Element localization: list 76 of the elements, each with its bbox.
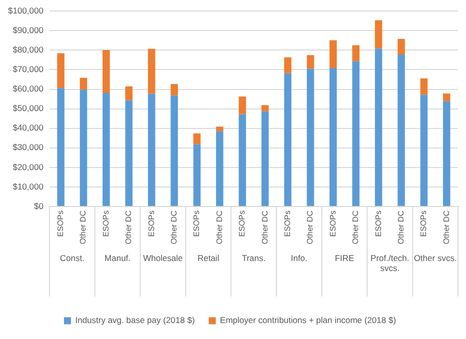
y-tick-label: $80,000 <box>12 44 44 55</box>
bar <box>330 40 337 68</box>
bar <box>443 101 450 206</box>
bar <box>80 78 88 90</box>
x-tick-label: ESOPs <box>101 210 110 237</box>
text: Const. <box>60 253 84 264</box>
bar <box>102 92 110 206</box>
x-tick-label: ESOPs <box>328 210 338 237</box>
y-tick-label: $10,000 <box>12 181 44 192</box>
x-tick-label: ESOPs <box>146 210 156 237</box>
bar <box>57 88 64 206</box>
bar <box>261 111 269 206</box>
bar <box>170 84 178 96</box>
bar <box>261 105 269 112</box>
y-tick-label: $60,000 <box>12 84 44 94</box>
bar <box>216 131 224 206</box>
bar <box>443 94 450 102</box>
text: Manuf. <box>104 253 131 264</box>
bar <box>125 100 133 206</box>
x-tick-label: Other DC <box>396 210 406 244</box>
x-tick-label: Other DC <box>124 210 134 244</box>
text: FIRE <box>334 253 355 264</box>
x-tick-label: ESOPs <box>238 210 247 237</box>
bar <box>352 45 360 62</box>
bar <box>398 38 405 54</box>
bar <box>170 95 178 206</box>
x-tick-label: ESOPs <box>419 210 428 237</box>
x-tick-label: ESOPs <box>192 210 202 237</box>
bar <box>374 20 382 49</box>
text: Prof./tech. svcs. <box>370 253 410 274</box>
y-tick-label: $0 <box>34 200 44 211</box>
bar <box>238 114 246 206</box>
y-tick-label: $20,000 <box>12 162 44 172</box>
bar <box>148 48 156 94</box>
bar <box>238 96 246 114</box>
bar <box>125 86 133 100</box>
y-tick-label: $90,000 <box>12 24 44 35</box>
legend-label: Industry avg. base pay (2018 $) <box>75 315 195 326</box>
x-tick-label: Other DC <box>442 210 451 244</box>
bar <box>284 73 292 206</box>
bar <box>193 133 201 144</box>
bar <box>420 94 428 206</box>
x-tick-label: ESOPs <box>56 210 66 237</box>
text: Retail <box>197 253 220 264</box>
bar <box>102 50 110 93</box>
bar <box>306 68 314 206</box>
bar <box>420 78 428 95</box>
x-tick-label: Other DC <box>214 210 224 244</box>
x-tick-label: Other DC <box>78 210 88 244</box>
y-tick-label: $50,000 <box>12 103 44 114</box>
legend-label: Employer contributions + plan income (2018 $) <box>220 315 396 326</box>
x-tick-label: ESOPs <box>374 210 383 237</box>
bar <box>216 126 224 132</box>
text: Other svcs. <box>414 253 457 264</box>
bar <box>57 53 64 88</box>
y-tick-label: $30,000 <box>12 142 44 152</box>
text: Info. <box>290 253 308 264</box>
bar <box>284 57 292 74</box>
bar <box>352 61 360 206</box>
bar <box>80 90 88 206</box>
x-tick-label: Other DC <box>169 210 178 244</box>
text: Trans. <box>242 253 266 264</box>
bar <box>306 55 314 69</box>
y-tick-label: $100,000 <box>8 5 44 16</box>
bar <box>398 54 405 206</box>
x-tick-label: Other DC <box>260 210 270 244</box>
text: Wholesale <box>143 253 184 264</box>
bar <box>330 68 337 206</box>
x-tick-label: Other DC <box>351 210 360 244</box>
bar <box>193 144 201 206</box>
x-tick-label: Other DC <box>306 210 315 244</box>
bar <box>374 48 382 206</box>
y-tick-label: $40,000 <box>12 122 44 133</box>
bar <box>148 94 156 206</box>
y-tick-label: $70,000 <box>12 64 44 74</box>
x-tick-label: ESOPs <box>282 210 292 237</box>
